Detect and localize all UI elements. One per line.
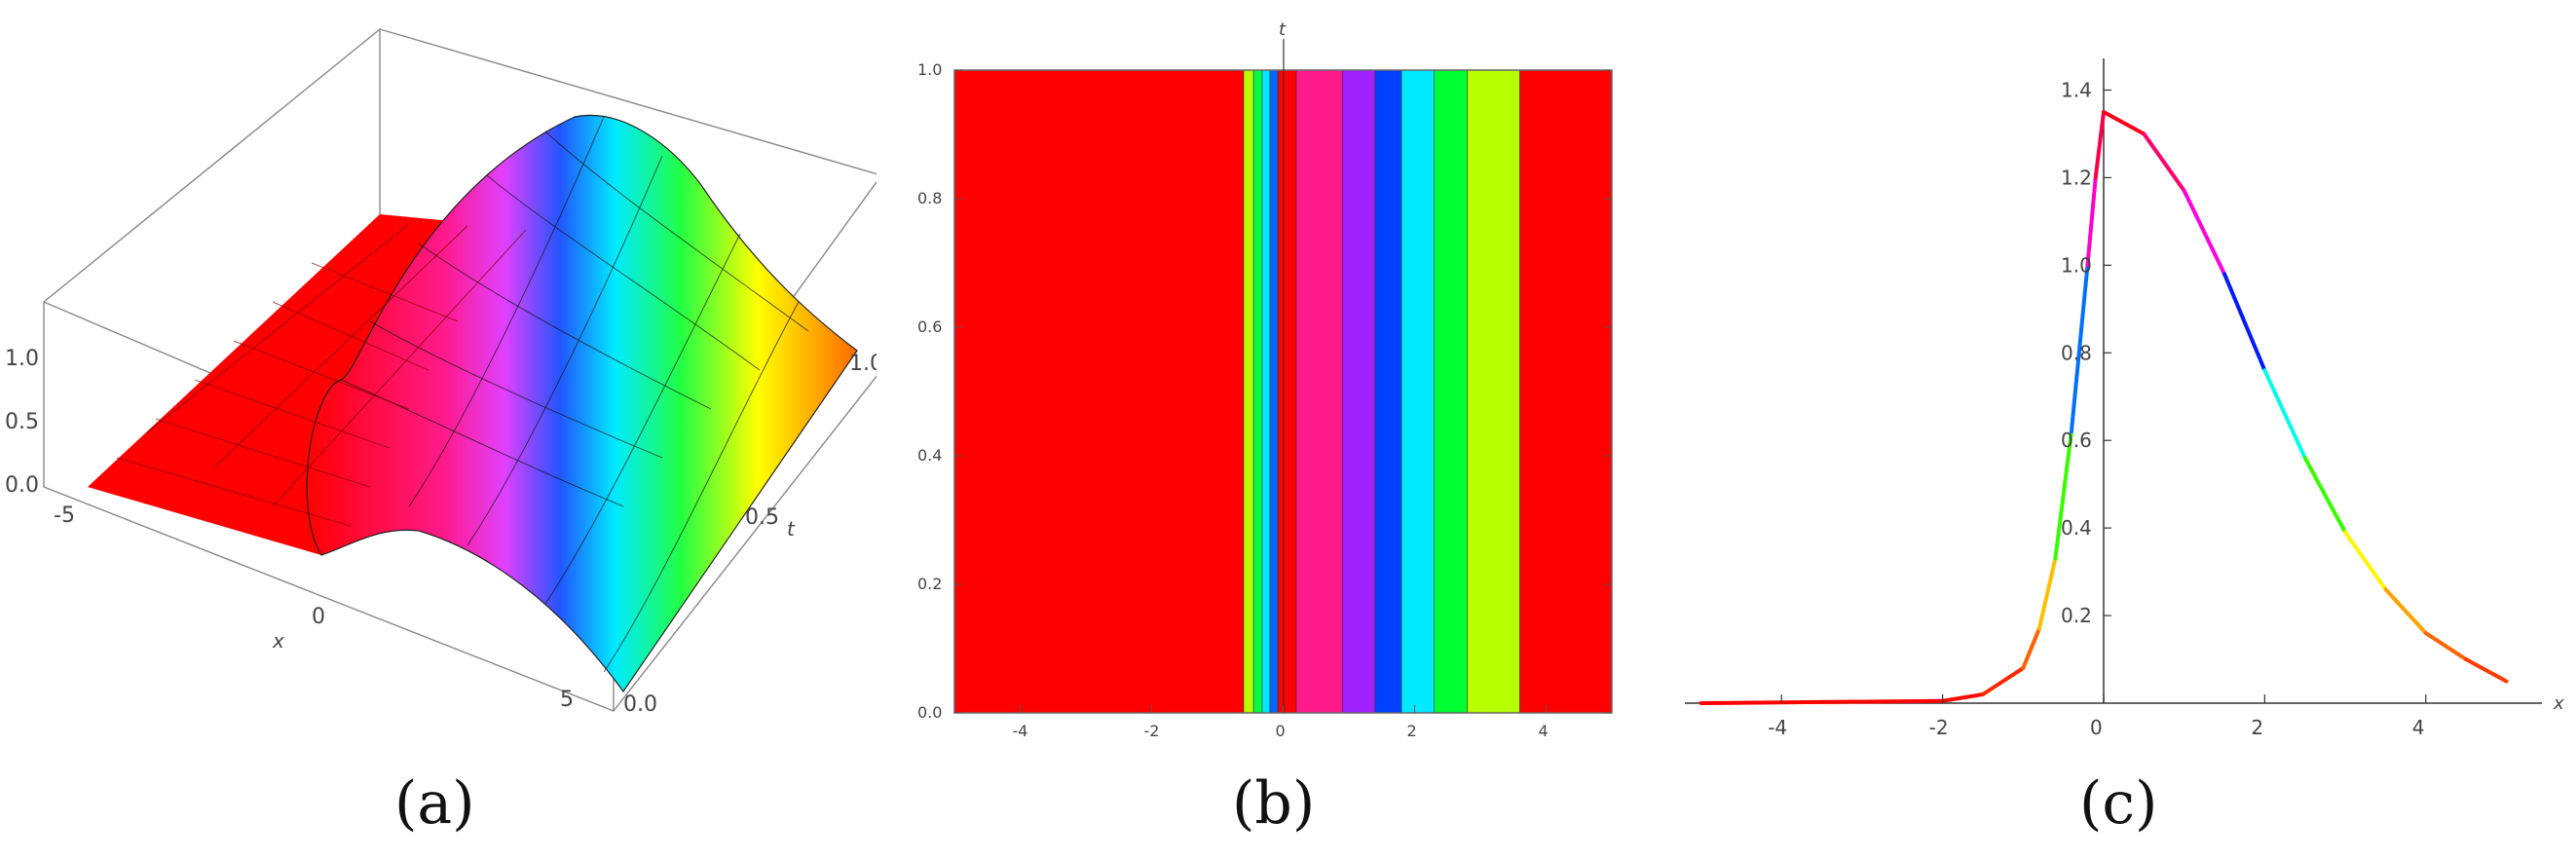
x-tick-label: 0: [2090, 716, 2103, 739]
curve-segment: [1699, 698, 1945, 705]
surface-mesh: [340, 116, 809, 673]
curve-segment: [2036, 556, 2058, 631]
y-tick-label: 0.2: [917, 575, 942, 593]
density-band: [1243, 69, 1254, 714]
curve-segment: [1940, 692, 1985, 703]
x-tick: 5: [560, 688, 574, 712]
y-tick-label: 1.4: [2061, 78, 2092, 101]
curve-segment: [2383, 587, 2428, 636]
x-axis-ticks: -5 0 5: [54, 504, 574, 712]
x-tick-label: 2: [2251, 716, 2263, 739]
density-bands: [953, 69, 1613, 714]
t-axis-label: t: [1279, 19, 1287, 40]
y-tick-label: 1.0: [917, 60, 942, 79]
y-tick-label: 1.2: [2061, 166, 2092, 189]
curve-segment: [2262, 368, 2307, 461]
y-tick-label: 0.0: [917, 703, 942, 722]
density-band: [1269, 69, 1279, 714]
x-axis-label: x: [272, 629, 284, 653]
density-band: [1261, 69, 1271, 714]
z-axis-ticks: 0.0 0.5 1.0: [5, 347, 39, 498]
y-tick-label: 0.6: [917, 317, 942, 336]
x-tick-label: -2: [1144, 722, 1160, 740]
x-tick: -5: [54, 504, 75, 528]
curve-segment: [2069, 263, 2090, 434]
curve-segment: [2182, 188, 2227, 277]
x-tick-label: -2: [1929, 716, 1949, 739]
density-band: [1400, 69, 1436, 714]
x-axis-ticks: -4 -2 0 2 4: [1768, 694, 2427, 739]
caption-c: (c): [2079, 769, 2158, 838]
y-tick-label: 0.4: [2061, 516, 2092, 540]
z-tick: 1.0: [5, 347, 39, 371]
density-plot-panel: t 0.0 0.2 0.4 0.6 0.8 1.0 -4 -2 0 2 4: [877, 0, 1695, 858]
line-plot-panel: 0.2 0.4 0.6 0.8 1.0 1.2 1.4 -4 -2 0 2 4 x: [1656, 0, 2576, 858]
curve-segment: [2302, 456, 2348, 535]
curve-segment: [2423, 631, 2469, 662]
curve-segment: [2343, 530, 2388, 592]
profile-curve: [1699, 109, 2509, 705]
curve-segment: [2464, 657, 2509, 684]
plateau-mesh: [116, 223, 527, 527]
surface-plot-panel: 0.0 0.5 1.0 -5 0 5 x 0.0 0.5 1.0 t: [0, 0, 883, 858]
x-tick-label: 0: [1276, 722, 1286, 740]
t-axis-label: t: [787, 517, 796, 541]
z-tick: 0.0: [5, 473, 39, 498]
y-tick-label: 0.2: [2061, 604, 2092, 627]
y-tick-label: 0.8: [2061, 341, 2092, 364]
z-tick: 0.5: [5, 410, 39, 434]
t-tick: 0.0: [623, 692, 657, 717]
caption-b: (b): [1232, 769, 1316, 838]
x-axis-label: x: [2553, 693, 2564, 714]
y-tick-label: 0.6: [2061, 429, 2092, 452]
y-tick-label: 1.0: [2061, 253, 2092, 277]
density-band: [1519, 69, 1613, 714]
curve-segment: [2142, 131, 2186, 193]
t-tick: 0.5: [745, 505, 779, 530]
density-band: [1295, 69, 1343, 714]
density-band: [1434, 69, 1468, 714]
x-tick-label: -4: [1768, 716, 1787, 739]
density-band: [1252, 69, 1263, 714]
density-plot: t 0.0 0.2 0.4 0.6 0.8 1.0 -4 -2 0 2 4: [917, 19, 1613, 740]
surface-plot: 0.0 0.5 1.0 -5 0 5 x 0.0 0.5 1.0 t: [5, 28, 883, 717]
curve-segment: [2085, 175, 2098, 268]
density-band: [1277, 69, 1297, 714]
density-band: [1467, 69, 1520, 714]
t-tick: 1.0: [849, 352, 877, 376]
curve-segment: [2102, 109, 2147, 136]
x-tick-label: 2: [1407, 722, 1417, 740]
y-tick-label: 0.4: [917, 446, 942, 465]
line-plot: 0.2 0.4 0.6 0.8 1.0 1.2 1.4 -4 -2 0 2 4 x: [1685, 58, 2564, 739]
curve-segment: [2053, 429, 2073, 561]
y-axis-ticks: 0.2 0.4 0.6 0.8 1.0 1.2 1.4: [2061, 78, 2111, 627]
caption-a: (a): [394, 769, 475, 838]
x-tick-label: 4: [1539, 722, 1549, 740]
density-band: [1341, 69, 1376, 714]
y-axis-ticks: 0.0 0.2 0.4 0.6 0.8 1.0: [917, 60, 1612, 722]
density-band: [1374, 69, 1402, 714]
x-tick: 0: [312, 605, 325, 629]
y-tick-label: 0.8: [917, 189, 942, 207]
x-axis-ticks: -4 -2 0 2 4: [1013, 705, 1549, 740]
curve-segment: [2222, 272, 2267, 373]
x-tick-label: -4: [1013, 722, 1028, 740]
curve-segment: [1980, 666, 2026, 697]
x-tick-label: 4: [2412, 716, 2425, 739]
curve-segment: [2093, 109, 2106, 180]
density-band: [953, 69, 1245, 714]
curve-segment: [2021, 626, 2041, 671]
surface-ridge: [306, 114, 858, 693]
